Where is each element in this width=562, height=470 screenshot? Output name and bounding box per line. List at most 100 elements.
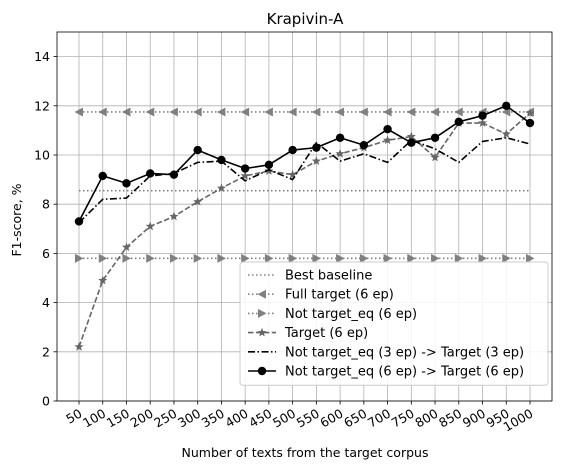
legend-marker bbox=[258, 308, 267, 318]
data-point bbox=[502, 101, 511, 111]
data-point bbox=[383, 135, 393, 145]
data-point bbox=[98, 275, 108, 285]
data-point bbox=[216, 107, 226, 117]
data-point bbox=[502, 253, 511, 263]
legend-label: Best baseline bbox=[285, 269, 372, 284]
data-point bbox=[122, 179, 131, 188]
data-point bbox=[430, 133, 440, 142]
series-3 bbox=[74, 108, 535, 351]
data-point bbox=[169, 170, 179, 179]
legend-box bbox=[239, 261, 549, 386]
data-point bbox=[146, 253, 155, 263]
data-point bbox=[454, 117, 463, 126]
legend-marker bbox=[257, 327, 267, 337]
data-point bbox=[98, 107, 107, 117]
data-point bbox=[383, 107, 392, 117]
series-2 bbox=[75, 253, 535, 263]
data-point bbox=[193, 107, 202, 117]
data-point bbox=[359, 107, 368, 117]
data-point bbox=[75, 253, 84, 263]
data-point bbox=[312, 143, 321, 152]
series-4 bbox=[78, 136, 531, 224]
data-point bbox=[359, 253, 369, 263]
data-point bbox=[74, 217, 84, 226]
legend: Best baseline Full target (6 ep) Not targe… bbox=[239, 261, 549, 386]
y-tick-label: 12 bbox=[34, 98, 50, 113]
y-tick-label: 10 bbox=[34, 148, 50, 163]
x-tick-label: 50 bbox=[63, 406, 84, 427]
data-point bbox=[383, 253, 393, 263]
data-point bbox=[477, 118, 488, 127]
data-point bbox=[98, 253, 108, 263]
data-point bbox=[311, 156, 321, 166]
y-axis-label: F1-score, % bbox=[9, 183, 24, 256]
series-line bbox=[78, 136, 531, 224]
legend-label: Target (6 ep) bbox=[284, 326, 368, 341]
data-point bbox=[406, 131, 416, 141]
chart-title: Krapivin-A bbox=[267, 10, 345, 28]
data-point bbox=[526, 253, 535, 263]
x-axis-label: Number of texts from the target corpus bbox=[182, 445, 429, 460]
data-point bbox=[169, 253, 179, 263]
y-tick-label: 2 bbox=[42, 344, 50, 359]
data-point bbox=[478, 111, 487, 120]
data-point bbox=[122, 253, 131, 263]
data-point bbox=[193, 145, 202, 155]
data-point bbox=[288, 145, 297, 155]
data-point bbox=[335, 133, 345, 142]
legend-marker bbox=[257, 289, 266, 299]
data-point bbox=[240, 107, 250, 117]
data-point bbox=[288, 253, 298, 263]
data-point bbox=[335, 107, 345, 117]
data-point bbox=[217, 253, 226, 263]
data-point bbox=[240, 171, 250, 180]
y-tick-label: 0 bbox=[42, 394, 50, 409]
data-point bbox=[288, 169, 298, 179]
data-point bbox=[336, 253, 345, 263]
data-point bbox=[216, 183, 226, 193]
data-point bbox=[407, 138, 416, 147]
data-point bbox=[407, 253, 416, 263]
legend-label: Not target_eq (3 ep) -> Target (3 ep) bbox=[285, 345, 524, 360]
data-point bbox=[311, 107, 321, 117]
y-tick-label: 4 bbox=[42, 295, 50, 310]
series-5 bbox=[74, 101, 535, 226]
data-point bbox=[288, 107, 297, 117]
series-layer bbox=[74, 101, 535, 351]
data-point bbox=[74, 342, 84, 351]
data-point bbox=[264, 253, 274, 263]
data-point bbox=[478, 253, 488, 263]
data-point bbox=[430, 107, 440, 117]
legend-label: Not target_eq (6 ep) -> Target (6 ep) bbox=[285, 365, 524, 380]
legend-marker bbox=[257, 366, 267, 376]
data-point bbox=[98, 171, 107, 181]
plot-frame bbox=[56, 31, 553, 402]
data-point bbox=[312, 253, 321, 263]
data-point bbox=[501, 129, 511, 138]
data-point bbox=[430, 152, 440, 162]
data-point bbox=[145, 107, 155, 117]
data-point bbox=[335, 148, 345, 158]
data-point bbox=[121, 107, 131, 117]
legend-label: Not target_eq (6 ep) bbox=[285, 307, 417, 322]
data-point bbox=[241, 253, 250, 263]
data-point bbox=[74, 107, 83, 117]
data-point bbox=[406, 107, 416, 117]
data-point bbox=[501, 107, 511, 117]
data-point bbox=[121, 242, 132, 252]
data-point bbox=[264, 107, 273, 117]
data-point bbox=[146, 169, 155, 178]
legend-label: Full target (6 ep) bbox=[285, 288, 394, 303]
data-point bbox=[193, 196, 203, 206]
data-point bbox=[454, 107, 463, 117]
y-tick-label: 6 bbox=[42, 246, 50, 261]
data-point bbox=[525, 118, 535, 128]
data-point bbox=[383, 124, 392, 134]
data-point bbox=[193, 253, 203, 263]
data-point bbox=[525, 108, 535, 118]
y-tick-label: 8 bbox=[42, 197, 50, 212]
series-1 bbox=[74, 107, 534, 117]
data-point bbox=[145, 221, 155, 231]
data-point bbox=[264, 160, 274, 170]
